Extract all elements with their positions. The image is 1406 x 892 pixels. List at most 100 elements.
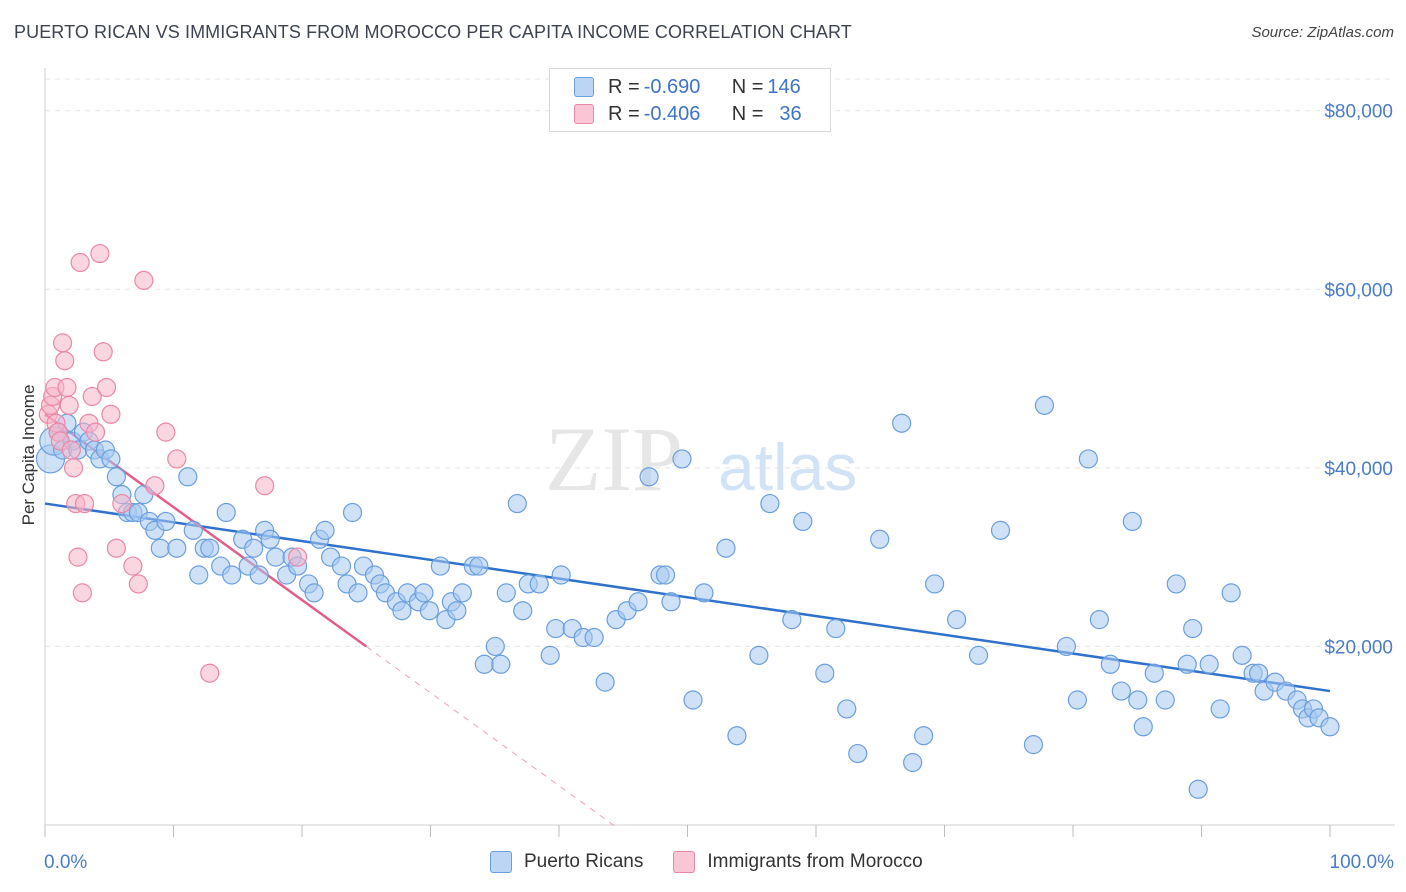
- puerto-rican-point: [260, 529, 280, 549]
- puerto-rican-point: [815, 663, 835, 683]
- puerto-rican-point: [200, 538, 220, 558]
- morocco-point: [90, 243, 110, 264]
- puerto-rican-point: [1128, 690, 1148, 710]
- y-tick-label: $20,000: [1324, 637, 1393, 658]
- trend-lines: [44, 413, 1331, 828]
- puerto-rican-point: [990, 520, 1011, 540]
- puerto-rican-point: [672, 449, 692, 469]
- puerto-rican-point: [474, 654, 494, 674]
- puerto-rican-point: [968, 645, 989, 665]
- puerto-rican-point: [551, 565, 571, 585]
- puerto-rican-point: [1034, 395, 1055, 415]
- puerto-rican-point: [1089, 610, 1109, 630]
- morocco-point: [96, 377, 117, 398]
- puerto-rican-point: [222, 565, 242, 585]
- morocco-point: [72, 583, 92, 603]
- source-label: Source: ZipAtlas.com: [1251, 24, 1394, 41]
- puerto-rican-point: [1232, 645, 1252, 665]
- puerto-rican-point: [870, 529, 890, 549]
- puerto-rican-point: [1023, 735, 1044, 755]
- morocco-point: [70, 252, 90, 273]
- legend-r-value: -0.406: [643, 102, 701, 125]
- puerto-rican-point: [1221, 583, 1241, 603]
- legend-row-puerto-rican: R = -0.690 N = 146: [574, 74, 801, 100]
- puerto-rican-point: [837, 699, 857, 719]
- x-tick-label-min: 0.0%: [44, 852, 88, 873]
- puerto-rican-point: [914, 726, 934, 746]
- morocco-point: [52, 333, 73, 353]
- puerto-rican-point: [1078, 449, 1098, 469]
- puerto-rican-point: [491, 654, 511, 674]
- puerto-rican-point: [485, 636, 505, 657]
- puerto-rican-point: [315, 520, 335, 540]
- puerto-rican-point: [1056, 636, 1077, 657]
- puerto-rican-point: [540, 645, 560, 665]
- legend-row-morocco: R = -0.406 N = 36: [574, 101, 802, 127]
- legend-r-label: R =: [608, 102, 640, 125]
- puerto-rican-point: [331, 556, 352, 576]
- puerto-rican-point: [496, 583, 516, 603]
- puerto-rican-point: [584, 627, 604, 648]
- puerto-rican-point: [419, 601, 440, 621]
- morocco-point: [134, 270, 154, 290]
- x-tick-label-max: 100.0%: [1329, 852, 1394, 873]
- blue-swatch-icon: [490, 851, 512, 873]
- morocco-point: [55, 351, 75, 371]
- puerto-rican-point: [1155, 690, 1175, 710]
- series-legend: Puerto Ricans Immigrants from Morocco: [490, 851, 953, 873]
- puerto-rican-point: [447, 601, 467, 621]
- puerto-rican-point: [1320, 717, 1340, 737]
- puerto-rican-point: [469, 556, 489, 576]
- legend-n-label: N =: [731, 75, 764, 98]
- puerto-rican-point: [414, 583, 434, 603]
- puerto-rican-point: [1100, 654, 1120, 674]
- puerto-rican-point: [101, 449, 121, 469]
- pink-swatch-icon: [673, 851, 696, 873]
- puerto-rican-point: [189, 565, 209, 585]
- legend-n-value: 146: [767, 75, 801, 98]
- puerto-rican-point: [216, 502, 236, 523]
- puerto-rican-point: [1166, 574, 1186, 594]
- puerto-rican-point: [266, 547, 286, 567]
- legend-r-label: R =: [608, 75, 640, 98]
- series-legend-item-puerto-ricans[interactable]: Puerto Ricans: [490, 851, 643, 873]
- y-tick-labels: $20,000 $40,000 $60,000 $80,000: [1324, 102, 1393, 659]
- puerto-rican-point: [1183, 618, 1203, 639]
- morocco-point: [145, 476, 165, 496]
- puerto-rican-point: [150, 538, 170, 558]
- puerto-rican-point: [106, 467, 126, 487]
- puerto-rican-point: [529, 574, 549, 594]
- morocco-point: [106, 538, 126, 558]
- morocco-point: [288, 547, 308, 567]
- puerto-rican-point: [513, 601, 533, 621]
- puerto-rican-point: [716, 538, 736, 558]
- series-name: Puerto Ricans: [524, 851, 644, 872]
- puerto-rican-point: [1122, 511, 1142, 532]
- morocco-point: [85, 422, 106, 442]
- series-legend-item-morocco[interactable]: Immigrants from Morocco: [673, 851, 923, 873]
- morocco-point: [93, 342, 113, 362]
- puerto-rican-point: [760, 493, 780, 514]
- blue-swatch-icon: [574, 77, 594, 97]
- puerto-rican-point: [304, 583, 324, 603]
- morocco-point: [167, 449, 187, 469]
- puerto-rican-point: [1188, 779, 1208, 799]
- puerto-rican-point: [430, 556, 450, 576]
- y-tick-label: $40,000: [1324, 459, 1393, 480]
- pink-swatch-icon: [574, 104, 594, 124]
- puerto-rican-point: [903, 752, 923, 773]
- legend-n-value: 36: [779, 102, 802, 125]
- puerto-rican-point: [183, 520, 203, 540]
- morocco-point: [200, 663, 220, 683]
- chart-title: PUERTO RICAN VS IMMIGRANTS FROM MOROCCO …: [14, 22, 852, 42]
- watermark-zip: ZIP: [545, 408, 683, 510]
- morocco-point: [74, 493, 95, 514]
- puerto-rican-point: [348, 583, 368, 603]
- morocco-trend-extension: [365, 646, 618, 828]
- puerto-rican-point: [452, 583, 472, 603]
- morocco-point: [101, 404, 121, 424]
- puerto-rican-point: [639, 467, 659, 487]
- puerto-rican-point: [1133, 717, 1153, 737]
- puerto-rican-point: [1067, 690, 1087, 710]
